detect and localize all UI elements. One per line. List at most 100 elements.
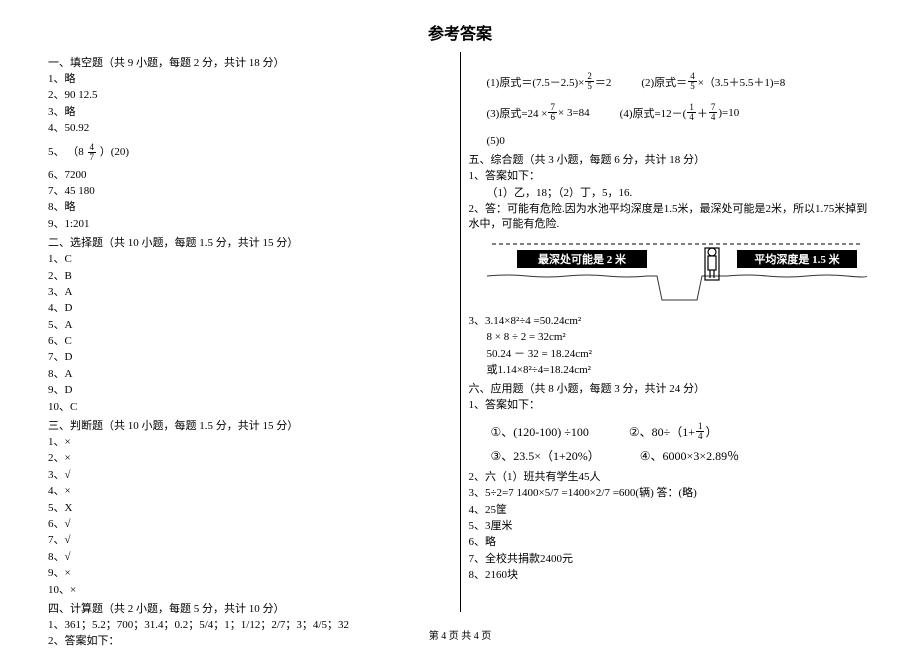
s6-item: 4、25筐 [469,503,873,518]
formula-block: ①、(120-100) ÷100 ②、80÷（1+ 1 4 ） ③、23.5×（… [491,422,873,464]
frac-den: 4 [696,432,705,441]
frac-den: 5 [688,82,697,91]
s2-item: 6、C [48,334,452,349]
s6-item: 7、全校共捐款2400元 [469,552,873,567]
s5-item: 2、答：可能有危险.因为水池平均深度是1.5米，最深处可能是2米，所以1.75米… [469,202,873,232]
frac-den: 4 [709,113,718,122]
s6-item: 2、六（1）班共有学生45人 [469,470,873,485]
s5-item: 8 × 8 ÷ 2 = 32cm² [469,330,873,345]
s1-item: 4、50.92 [48,121,452,136]
formula-row: ①、(120-100) ÷100 ②、80÷（1+ 1 4 ） [491,422,873,441]
page-footer: 第 4 页 共 4 页 [0,627,920,642]
s1-item: 3、略 [48,105,452,120]
fraction: 1 4 [687,103,696,122]
s3-item: 10、× [48,583,452,598]
s5-item: （1）乙，18；（2）丁，5，16. [469,186,873,201]
txt: (4)原式=12－( [620,105,687,121]
s3-item: 1、× [48,435,452,450]
txt: (3)原式=24 × [487,105,548,121]
banner-left-text: 最深处可能是 2 米 [538,252,627,266]
s2-item: 2、B [48,269,452,284]
section-4-header: 四、计算题（共 2 小题，每题 5 分，共计 10 分） [48,600,452,616]
s2-item: 1、C [48,252,452,267]
fraction: 7 6 [548,103,557,122]
formula-3: ③、23.5×（1+20%） [491,447,600,464]
calc-5: (5)0 [469,134,873,149]
s6-item: 5、3厘米 [469,519,873,534]
calc-1: (1)原式＝(7.5－2.5)× 2 5 ＝2 [487,72,612,91]
frac-close: ）(20) [100,146,129,158]
calc-2: (2)原式＝ 4 5 ×（3.5＋5.5＋1)=8 [641,72,785,91]
s1-item: 9、1:201 [48,217,452,232]
s6-item: 1、答案如下： [469,398,873,413]
s6-item: 6、略 [469,535,873,550]
s5-item: 3、3.14×8²÷4 =50.24cm² [469,314,873,329]
s1-item: 1、略 [48,72,452,87]
fraction: 2 5 [585,72,594,91]
s1-item: 8、略 [48,200,452,215]
s3-item: 5、X [48,501,452,516]
txt: (1)原式＝(7.5－2.5)× [487,74,585,90]
right-column: (1)原式＝(7.5－2.5)× 2 5 ＝2 (2)原式＝ 4 5 ×（3.5… [461,52,881,612]
txt: ＋ [697,105,708,121]
s5-item: 50.24 － 32 = 18.24cm² [469,347,873,362]
frac-den: 6 [548,113,557,122]
txt: ＝2 [595,74,612,90]
s1-item: 7、45 180 [48,184,452,199]
s3-item: 2、× [48,451,452,466]
fraction: 4 5 [688,72,697,91]
s2-item: 3、A [48,285,452,300]
formula-1: ①、(120-100) ÷100 [491,423,589,440]
s1-item-fraction: 5、 （8 4 7 ）(20) [48,143,452,162]
s5-item: 1、答案如下： [469,169,873,184]
calc-row-2: (3)原式=24 × 7 6 × 3=84 (4)原式=12－( 1 4 ＋ 7… [487,103,873,122]
person-icon [705,248,719,280]
calc-row-1: (1)原式＝(7.5－2.5)× 2 5 ＝2 (2)原式＝ 4 5 ×（3.5… [487,72,873,91]
s2-item: 8、A [48,367,452,382]
txt: ②、80÷（1+ [629,423,695,440]
water-shape [487,275,867,300]
left-column: 一、填空题（共 9 小题，每题 2 分，共计 18 分） 1、略 2、90 12… [40,52,461,612]
section-6-header: 六、应用题（共 8 小题，每题 3 分，共计 24 分） [469,380,873,396]
s2-item: 4、D [48,301,452,316]
s3-item: 7、√ [48,533,452,548]
s6-item: 3、5÷2=7 1400×5/7 =1400×2/7 =600(辆) 答：(略) [469,486,873,501]
s2-item: 5、A [48,318,452,333]
s3-item: 9、× [48,566,452,581]
pool-diagram: 最深处可能是 2 米 平均深度是 1.5 米 [487,238,867,308]
frac-prefix: 5、 [48,146,65,158]
formula-4: ④、6000×3×2.89％ [640,447,739,464]
s2-item: 10、C [48,400,452,415]
s2-item: 9、D [48,383,452,398]
section-2-header: 二、选择题（共 10 小题，每题 1.5 分，共计 15 分） [48,234,452,250]
formula-row: ③、23.5×（1+20%） ④、6000×3×2.89％ [491,447,873,464]
s3-item: 8、√ [48,550,452,565]
pool-svg: 最深处可能是 2 米 平均深度是 1.5 米 [487,238,867,308]
txt: ） [705,423,717,440]
s2-item: 7、D [48,350,452,365]
s3-item: 4、× [48,484,452,499]
frac-den: 4 [687,113,696,122]
banner-right-text: 平均深度是 1.5 米 [754,252,840,266]
page-title: 参考答案 [40,20,880,44]
fraction: 7 4 [709,103,718,122]
fraction: 1 4 [696,422,705,441]
frac-den: 5 [585,82,594,91]
s6-item: 8、2160块 [469,568,873,583]
calc-3: (3)原式=24 × 7 6 × 3=84 [487,103,590,122]
txt: ×（3.5＋5.5＋1)=8 [698,74,786,90]
s3-item: 6、√ [48,517,452,532]
fraction: 4 7 [88,143,97,162]
s1-item: 2、90 12.5 [48,88,452,103]
content-columns: 一、填空题（共 9 小题，每题 2 分，共计 18 分） 1、略 2、90 12… [40,52,880,612]
txt: )=10 [718,107,739,119]
frac-open: （8 [67,146,84,158]
s3-item: 3、√ [48,468,452,483]
section-1-header: 一、填空题（共 9 小题，每题 2 分，共计 18 分） [48,54,452,70]
formula-2: ②、80÷（1+ 1 4 ） [629,422,718,441]
txt: × 3=84 [558,107,590,119]
section-5-header: 五、综合题（共 3 小题，每题 6 分，共计 18 分） [469,151,873,167]
calc-4: (4)原式=12－( 1 4 ＋ 7 4 )=10 [620,103,740,122]
frac-den: 7 [88,153,97,162]
txt: (2)原式＝ [641,74,687,90]
